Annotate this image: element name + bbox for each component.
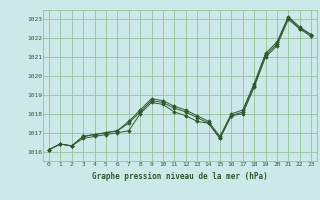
X-axis label: Graphe pression niveau de la mer (hPa): Graphe pression niveau de la mer (hPa) [92, 172, 268, 181]
